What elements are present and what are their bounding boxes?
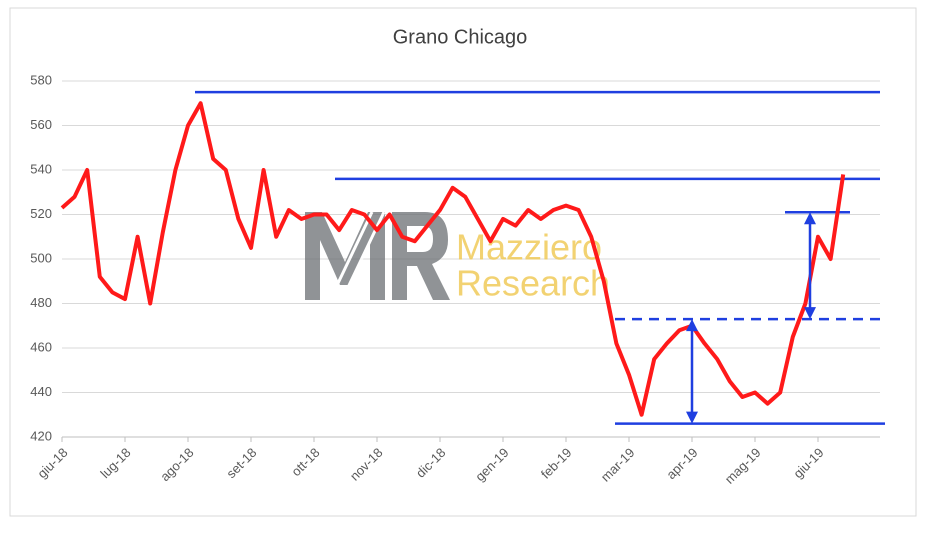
- chart-title: Grano Chicago: [393, 26, 528, 48]
- y-tick-label: 500: [30, 250, 52, 265]
- x-tick-label: ott-18: [288, 445, 322, 479]
- arrow-head: [686, 319, 698, 332]
- x-tick-label: gen-19: [472, 445, 511, 484]
- watermark-text: Research: [456, 263, 610, 304]
- x-tick-label: mar-19: [598, 445, 638, 485]
- y-tick-label: 580: [30, 72, 52, 87]
- x-tick-label: giu-18: [34, 445, 70, 481]
- arrow-head: [686, 411, 698, 424]
- arrow-head: [804, 212, 816, 225]
- y-tick-label: 420: [30, 428, 52, 443]
- watermark-text: Mazziero: [456, 227, 602, 268]
- x-tick-label: lug-18: [97, 445, 133, 481]
- arrow-head: [804, 307, 816, 320]
- y-tick-label: 540: [30, 161, 52, 176]
- x-tick-label: set-18: [223, 445, 259, 481]
- y-tick-label: 440: [30, 384, 52, 399]
- watermark-logo: [305, 211, 450, 301]
- y-tick-label: 520: [30, 206, 52, 221]
- data-line: [60, 101, 846, 417]
- y-tick-label: 460: [30, 339, 52, 354]
- chart-border: [9, 7, 917, 517]
- x-tick-label: ago-18: [157, 445, 196, 484]
- x-tick-label: feb-19: [538, 445, 575, 482]
- x-tick-label: mag-19: [722, 445, 764, 487]
- x-tick-label: nov-18: [347, 445, 386, 484]
- x-tick-label: giu-19: [790, 445, 826, 481]
- x-tick-label: dic-18: [413, 445, 449, 481]
- y-tick-label: 560: [30, 117, 52, 132]
- x-tick-label: apr-19: [663, 445, 700, 482]
- y-tick-label: 480: [30, 295, 52, 310]
